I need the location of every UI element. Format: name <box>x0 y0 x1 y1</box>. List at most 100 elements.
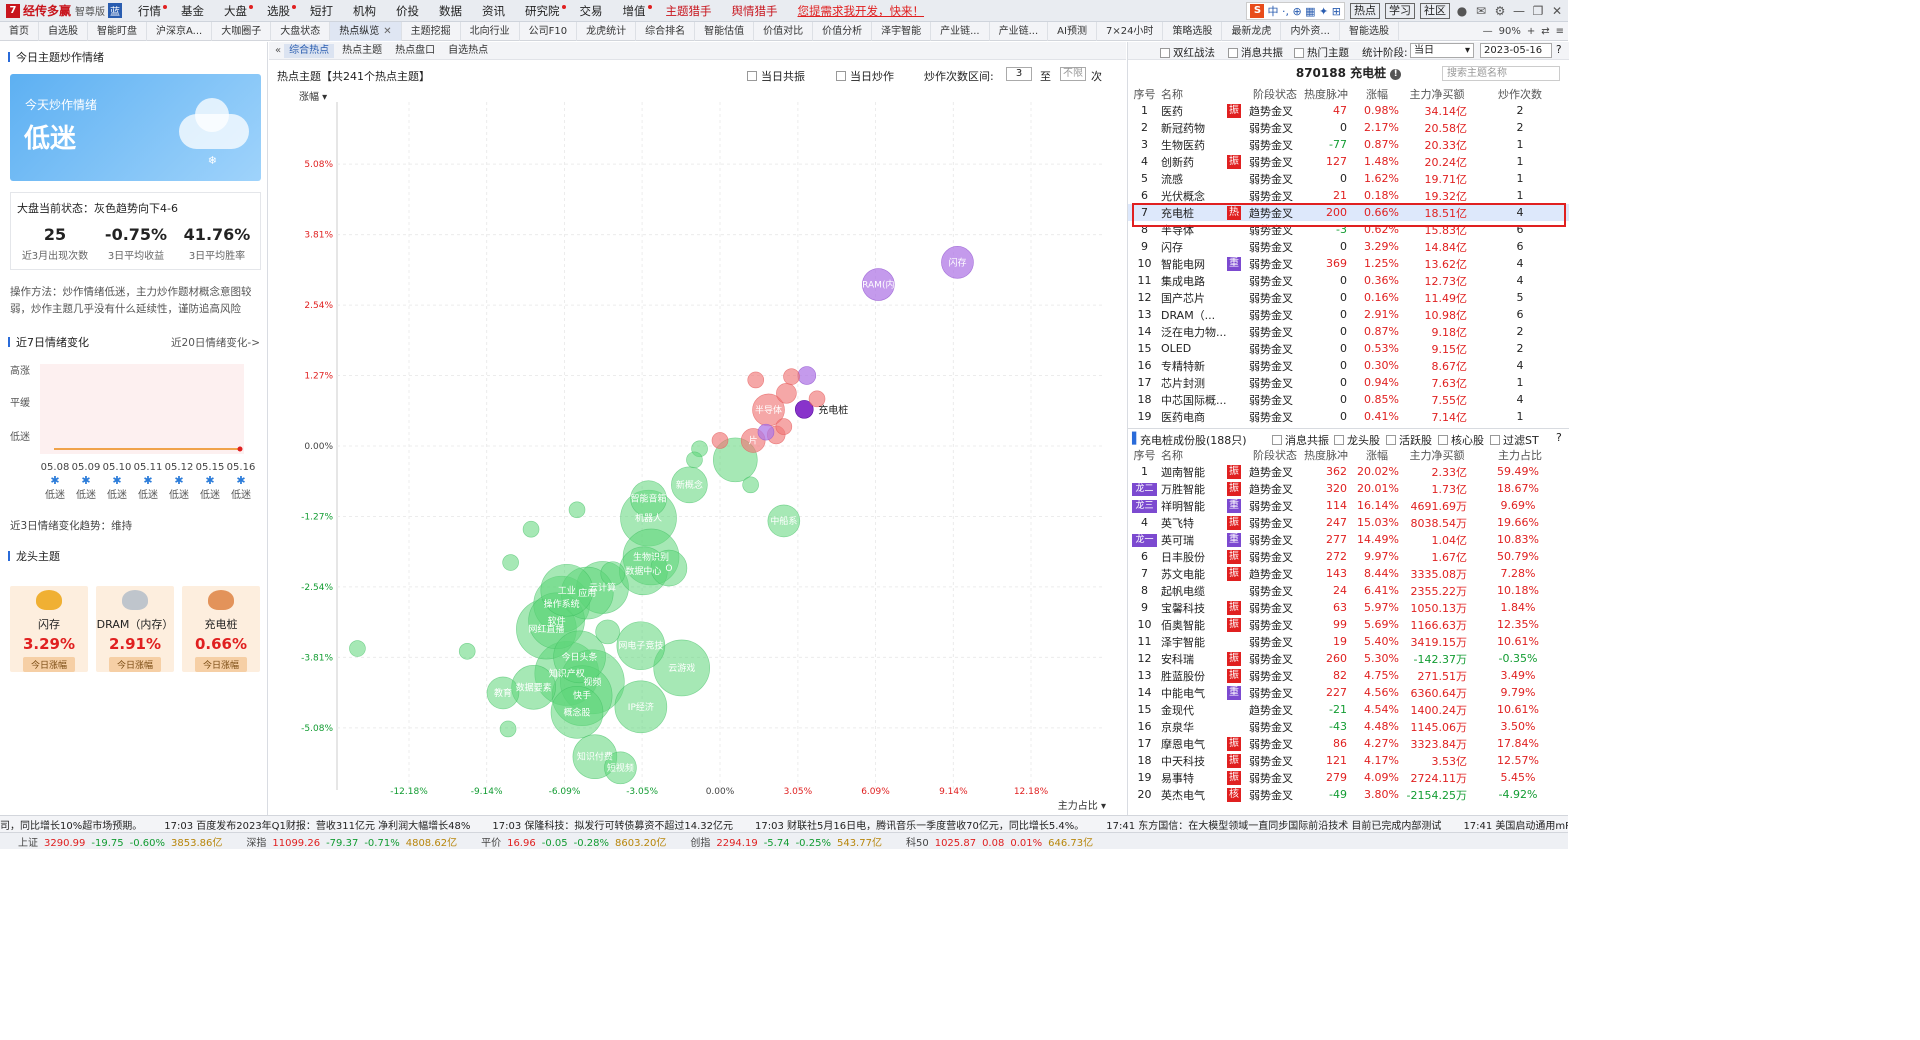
stock-name[interactable]: 英可瑞 <box>1161 533 1194 547</box>
table-row[interactable]: 16 京泉华 弱势金叉 -43 4.48% 1145.06万 3.50% <box>1128 718 1569 735</box>
mail-icon[interactable]: ✉ <box>1475 4 1487 18</box>
table-row[interactable]: 5 流感 弱势金叉 0 1.62% 19.71亿 1 <box>1128 170 1569 187</box>
bubble[interactable] <box>540 563 594 617</box>
leader-stock-checkbox[interactable]: 龙头股 <box>1334 432 1380 448</box>
table-row[interactable]: 19 易事特 振弱势金叉 279 4.09% 2724.11万 5.45% <box>1128 769 1569 786</box>
tab[interactable]: 热点纵览 ✕ <box>330 21 402 41</box>
same-day-resonance-checkbox[interactable]: 当日共振 <box>747 68 805 84</box>
topic-name[interactable]: 充电桩 <box>1161 206 1194 220</box>
bubble[interactable] <box>783 368 800 385</box>
tab[interactable]: 产业链... <box>990 21 1049 41</box>
range-from-input[interactable]: 3 <box>1006 67 1032 81</box>
stock-name[interactable]: 英飞特 <box>1161 516 1194 530</box>
tab[interactable]: 综合排名 <box>636 21 696 41</box>
table-row[interactable]: 16 专精特新 弱势金叉 0 0.30% 8.67亿 4 <box>1128 357 1569 374</box>
bubble[interactable] <box>653 639 711 697</box>
table-row[interactable]: 1 医药 振趋势金叉 47 0.98% 34.14亿 2 <box>1128 102 1569 119</box>
menu-item[interactable]: 基金 <box>181 3 205 18</box>
topic-name[interactable]: OLED <box>1161 342 1192 355</box>
hot-topic-checkbox[interactable]: 热门主题 <box>1294 45 1349 60</box>
tab[interactable]: 北向行业 <box>461 21 520 41</box>
column-header[interactable]: 阶段状态 <box>1253 448 1297 462</box>
column-header[interactable]: 名称 <box>1161 87 1183 101</box>
restore-icon[interactable]: ❐ <box>1532 4 1544 18</box>
leader-card[interactable]: 闪存 3.29% 今日涨幅 <box>10 586 88 672</box>
active-stock-checkbox[interactable]: 活跃股 <box>1386 432 1432 448</box>
gear-icon[interactable]: ⚙ <box>1494 4 1506 18</box>
tab[interactable]: 智能估值 <box>695 21 755 41</box>
topic-name[interactable]: DRAM（... <box>1161 308 1216 322</box>
menu-item[interactable]: 增值 <box>613 3 656 19</box>
table-row[interactable]: 12 国产芯片 弱势金叉 0 0.16% 11.49亿 5 <box>1128 289 1569 306</box>
topic-name[interactable]: 生物医药 <box>1161 138 1205 152</box>
topic-name[interactable]: 集成电路 <box>1161 274 1205 288</box>
table-row[interactable]: 4 英飞特 振弱势金叉 247 15.03% 8038.54万 19.66% <box>1128 514 1569 531</box>
ticker-item[interactable]: 17:03 保隆科技：拟发行可转债募资不超过14.32亿元 <box>492 820 734 832</box>
tab[interactable]: 产业链... <box>931 21 990 41</box>
tab[interactable]: 首页 <box>0 21 39 41</box>
tab[interactable]: 主题挖掘 <box>402 21 461 41</box>
tab[interactable]: 7×24小时 <box>1097 21 1164 41</box>
table-row[interactable]: 15 金现代 趋势金叉 -21 4.54% 1400.24万 10.61% <box>1128 701 1569 718</box>
subtab[interactable]: 自选热点 <box>448 44 489 56</box>
bubble[interactable] <box>794 400 814 419</box>
menu-item[interactable]: 短打 <box>310 3 334 18</box>
table-row[interactable]: 6 光伏概念 弱势金叉 21 0.18% 19.32亿 1 <box>1128 187 1569 204</box>
stock-name[interactable]: 苏文电能 <box>1161 567 1205 581</box>
tab[interactable]: 泽宇智能 <box>872 21 932 41</box>
table-row[interactable]: 2 新冠药物 弱势金叉 0 2.17% 20.58亿 2 <box>1128 119 1569 136</box>
bubble[interactable] <box>349 640 366 657</box>
column-header[interactable]: 序号 <box>1133 87 1156 101</box>
bubble[interactable] <box>568 501 586 519</box>
bubble[interactable] <box>941 246 974 279</box>
subtab[interactable]: 热点主题 <box>342 44 383 56</box>
topic-name[interactable]: 医药 <box>1161 104 1183 118</box>
table-row[interactable]: 4 创新药 振弱势金叉 127 1.48% 20.24亿 1 <box>1128 153 1569 170</box>
menu-item[interactable]: 研究院 <box>515 3 570 19</box>
stock-name[interactable]: 起帆电缆 <box>1161 584 1205 598</box>
table-row[interactable]: 10 佰奥智能 振弱势金叉 99 5.69% 1166.63万 12.35% <box>1128 616 1569 633</box>
menu-item[interactable]: 舆情猎手 <box>731 3 778 18</box>
menu-item[interactable]: 选股 <box>257 3 300 19</box>
bubble[interactable] <box>600 561 626 586</box>
menu-item[interactable]: 交易 <box>579 3 603 18</box>
bubble[interactable] <box>776 382 797 404</box>
table-row[interactable]: 14 泛在电力物... 弱势金叉 0 0.87% 9.18亿 2 <box>1128 323 1569 340</box>
tab[interactable]: AI预测 <box>1048 21 1097 41</box>
stock-name[interactable]: 胜蓝股份 <box>1161 669 1205 683</box>
topic-name[interactable]: 国产芯片 <box>1161 291 1205 305</box>
table-row[interactable]: 14 中能电气 重弱势金叉 227 4.56% 6360.64万 9.79% <box>1128 684 1569 701</box>
stock-name[interactable]: 金现代 <box>1161 703 1194 717</box>
range-to-input[interactable]: 不限 <box>1060 67 1086 81</box>
table-row[interactable]: 17 摩恩电气 振弱势金叉 86 4.27% 3323.84万 17.84% <box>1128 735 1569 752</box>
tab-menu-icon[interactable]: ≡ <box>1555 25 1564 37</box>
table-row[interactable]: 龙二 万胜智能 振趋势金叉 320 20.01% 1.73亿 18.67% <box>1128 480 1569 497</box>
topic-name[interactable]: 智能电网 <box>1161 257 1205 271</box>
menu-item[interactable]: 大盘 <box>214 3 257 19</box>
close-icon[interactable]: ✕ <box>1551 4 1563 18</box>
bubble[interactable] <box>742 476 759 494</box>
stock-name[interactable]: 万胜智能 <box>1161 482 1205 496</box>
core-stock-checkbox[interactable]: 核心股 <box>1438 432 1484 448</box>
table-row[interactable]: 8 半导体 弱势金叉 -3 0.62% 15.83亿 6 <box>1128 221 1569 238</box>
app-logo[interactable]: 7 经传多赢 智尊版 蓝 <box>0 2 128 19</box>
stock-name[interactable]: 迦南智能 <box>1161 465 1205 479</box>
ticker-item[interactable]: 司，同比增长10%超市场预期。 <box>0 820 143 832</box>
close-icon[interactable]: ✕ <box>383 25 392 37</box>
tab[interactable]: 大咖圈子 <box>212 21 272 41</box>
index-item[interactable]: 平价 16.96 -0.05 -0.28% 8603.20亿 <box>481 834 672 849</box>
bubble[interactable] <box>522 520 540 538</box>
tab[interactable]: 策略选股 <box>1163 21 1223 41</box>
stock-name[interactable]: 中天科技 <box>1161 754 1205 768</box>
stock-name[interactable]: 易事特 <box>1161 771 1194 785</box>
table-row[interactable]: 12 安科瑞 振弱势金叉 260 5.30% -142.37万 -0.35% <box>1128 650 1569 667</box>
fit-icon[interactable]: ⇄ <box>1541 25 1550 37</box>
table-row[interactable]: 10 智能电网 重弱势金叉 369 1.25% 13.62亿 4 <box>1128 255 1569 272</box>
bubble[interactable] <box>486 676 520 710</box>
collapse-icon[interactable]: « <box>275 45 282 56</box>
community-button[interactable]: 社区 <box>1420 3 1450 19</box>
bubble[interactable] <box>686 451 703 469</box>
topic-name[interactable]: 泛在电力物... <box>1161 325 1227 339</box>
stock-name[interactable]: 日丰股份 <box>1161 550 1205 564</box>
hot-button[interactable]: 热点 <box>1350 3 1380 19</box>
